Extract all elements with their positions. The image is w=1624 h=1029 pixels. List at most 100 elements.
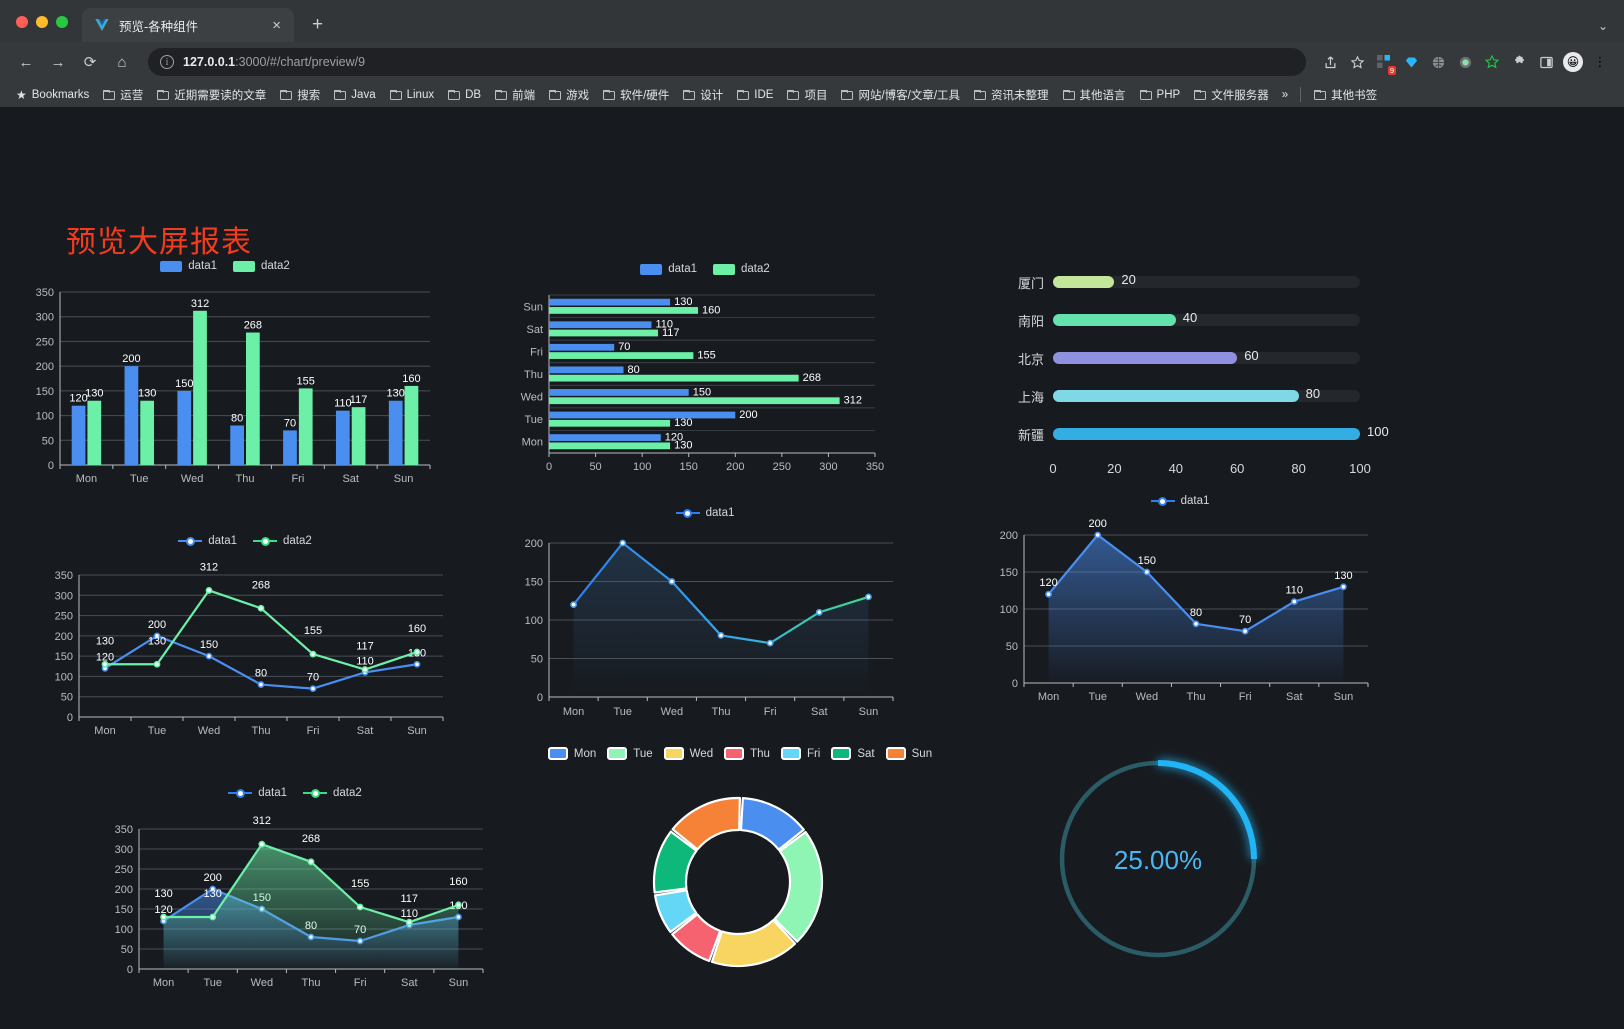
forward-button[interactable]: → [50, 53, 66, 71]
progress-bar-row[interactable]: 北京 60 [1000, 339, 1360, 377]
legend-item[interactable]: data1 [160, 260, 217, 272]
bookmark-folder[interactable]: Linux [384, 86, 441, 104]
chart-bar-vertical[interactable]: data1 data2 0 50 100 150 200 250 300 350 Mon 120 1… [20, 260, 440, 493]
legend-item[interactable]: data1 [228, 787, 287, 799]
svg-text:130: 130 [674, 417, 692, 429]
bookmark-label: 运营 [120, 89, 144, 102]
progress-bar-fill [1053, 276, 1115, 288]
folder-icon [1314, 89, 1327, 100]
svg-text:160: 160 [702, 304, 720, 316]
site-info-icon[interactable]: i [160, 55, 174, 69]
address-bar[interactable]: i 127.0.0.1:3000/#/chart/preview/9 [148, 48, 1306, 76]
bookmark-folder[interactable]: PHP [1134, 86, 1187, 104]
bookmark-folder[interactable]: 前端 [489, 84, 541, 106]
bookmark-folder[interactable]: DB [442, 86, 487, 104]
bookmark-folder[interactable]: 项目 [781, 84, 833, 106]
puzzle-icon[interactable] [1507, 50, 1531, 74]
chart-gauge[interactable]: 25.00% [1040, 737, 1280, 987]
svg-text:150: 150 [680, 461, 698, 473]
bookmark-folder[interactable]: IDE [731, 86, 779, 104]
bookmark-folder[interactable]: 资讯未整理 [968, 84, 1055, 106]
svg-text:70: 70 [618, 341, 630, 353]
bookmark-folder[interactable]: 其他语言 [1057, 84, 1132, 106]
bookmarks-overflow-button[interactable]: » [1281, 88, 1289, 101]
svg-text:Thu: Thu [236, 473, 255, 485]
grid-extension-icon[interactable]: 9 [1372, 50, 1396, 75]
legend-item[interactable]: data1 [640, 263, 697, 275]
diamond-icon[interactable] [1399, 50, 1423, 74]
chart-line-two-series[interactable]: data1 data2 0 50 100 150 200 250 300 350 Mon Tue W… [35, 535, 455, 745]
minimize-window-button[interactable] [36, 16, 48, 28]
bookmark-folder[interactable]: 网站/博客/文章/工具 [835, 84, 966, 106]
progress-bar-row[interactable]: 厦门 20 [1000, 263, 1360, 301]
legend-item[interactable]: Wed [663, 747, 713, 760]
maximize-window-button[interactable] [56, 16, 68, 28]
progress-bar-row[interactable]: 南阳 40 [1000, 301, 1360, 339]
svg-text:268: 268 [252, 579, 270, 591]
legend-item[interactable]: Sat [831, 747, 875, 760]
new-tab-button[interactable]: + [312, 14, 324, 35]
bookmark-folder[interactable]: 设计 [677, 84, 729, 106]
back-button[interactable]: ← [18, 53, 34, 71]
browser-tab[interactable]: 预览-各种组件 × [82, 8, 294, 42]
svg-text:Tue: Tue [613, 706, 632, 718]
pie-slice [653, 889, 698, 934]
bookmark-label: DB [465, 88, 482, 101]
bookmark-folder[interactable]: 近期需要读的文章 [151, 84, 272, 106]
bookmark-folder[interactable]: 搜索 [274, 84, 326, 106]
globe-icon[interactable] [1426, 50, 1450, 74]
bookmark-folder[interactable]: 运营 [97, 84, 149, 106]
profile-avatar[interactable]: 😀 [1561, 50, 1585, 74]
chevron-down-icon[interactable]: ⌄ [1597, 19, 1608, 33]
svg-text:130: 130 [204, 888, 222, 900]
star-outline-icon[interactable] [1480, 50, 1504, 74]
legend-item[interactable]: Tue [607, 747, 653, 760]
chart-area-single[interactable]: data1 0 50 100 150 200 Mon Tue Wed Thu Fri Sat Sun 1… [980, 495, 1380, 711]
chart-donut[interactable]: Mon Tue Wed Thu Fri Sat Sun [540, 747, 940, 1000]
legend-item[interactable]: data1 [1150, 495, 1209, 507]
bookmark-star-icon[interactable] [1345, 50, 1369, 74]
legend-item[interactable]: data2 [233, 260, 290, 272]
progress-bar-track: 100 [1053, 424, 1389, 440]
reload-button[interactable]: ⟳ [83, 54, 97, 71]
close-window-button[interactable] [16, 16, 28, 28]
chart-area-two-series[interactable]: data1 data2 0 50 100 150 200 250 300 350 Mon Tue W… [95, 787, 495, 997]
svg-text:100: 100 [633, 461, 651, 473]
progress-bar-track: 20 [1053, 272, 1360, 288]
share-icon[interactable] [1318, 50, 1342, 74]
legend-item[interactable]: Thu [724, 747, 770, 760]
circle-icon[interactable] [1453, 50, 1477, 74]
progress-bar-row[interactable]: 上海 80 [1000, 377, 1360, 415]
window-traffic-lights [0, 16, 82, 42]
bookmark-folder[interactable]: Java [328, 86, 381, 104]
svg-text:Thu: Thu [252, 725, 271, 737]
progress-bar-row[interactable]: 新疆 100 [1000, 415, 1389, 453]
legend-item[interactable]: Fri [780, 747, 820, 760]
axis-tick-label: 20 [1107, 461, 1122, 476]
other-bookmarks-folder[interactable]: 其他书签 [1308, 84, 1383, 106]
chart-line-smooth[interactable]: data1 0 50 100 150 200 Mon Tue Wed Thu Fri Sat Sun [505, 507, 905, 727]
browser-menu-icon[interactable]: ⋮ [1593, 54, 1607, 69]
bookmark-folder[interactable]: 软件/硬件 [597, 84, 675, 106]
legend-item[interactable]: data1 [178, 535, 237, 547]
legend-item[interactable]: data2 [253, 535, 312, 547]
chart-bar-horizontal[interactable]: data1 data2 0 50 100 150 200 250 300 350 Sun 130 1… [505, 263, 905, 477]
svg-text:117: 117 [350, 394, 368, 406]
svg-text:Fri: Fri [291, 473, 304, 485]
side-panel-icon[interactable] [1534, 50, 1558, 74]
legend-item[interactable]: data1 [675, 507, 734, 519]
chart-progress-bars[interactable]: 厦门 20 南阳 40 北京 60 上海 80 新疆 100 0 20 40 60 80 100 [1000, 263, 1389, 481]
bookmarks-manager-button[interactable]: ★ Bookmarks [10, 85, 95, 105]
legend-item[interactable]: Mon [547, 747, 596, 760]
legend-item[interactable]: Sun [885, 747, 932, 760]
home-button[interactable]: ⌂ [117, 53, 127, 71]
bookmark-folder[interactable]: 游戏 [543, 84, 595, 106]
svg-text:268: 268 [302, 833, 320, 845]
legend-item[interactable]: data2 [303, 787, 362, 799]
bookmark-label: 搜索 [297, 89, 321, 102]
legend-item[interactable]: data2 [713, 263, 770, 275]
close-tab-icon[interactable]: × [272, 16, 281, 34]
chart-canvas: 0 50 100 150 200 250 300 350 Mon Tue Wed Thu Fri Sat S… [115, 815, 484, 989]
bookmark-folder[interactable]: 文件服务器 [1188, 84, 1275, 106]
svg-text:250: 250 [55, 611, 73, 623]
